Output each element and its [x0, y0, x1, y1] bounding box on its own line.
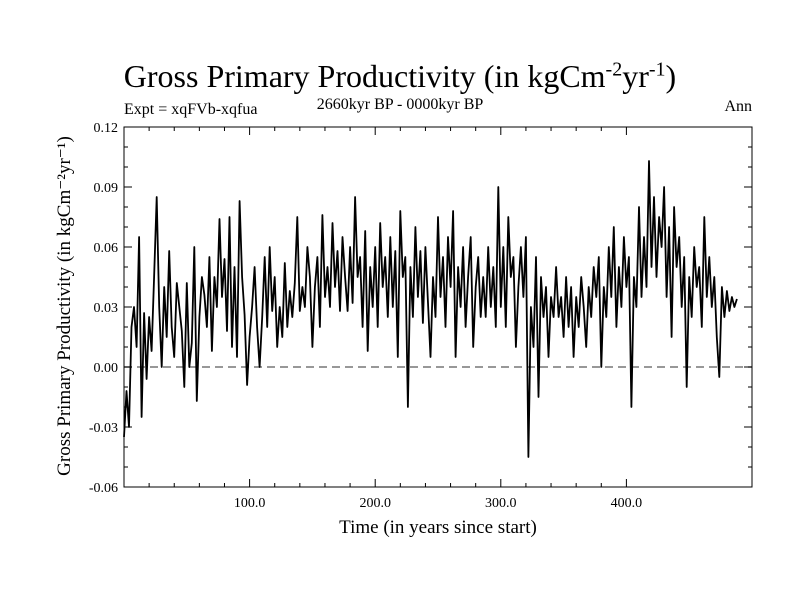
series-line: [123, 160, 738, 458]
chart-title: Gross Primary Productivity (in kgCm-2yr-…: [123, 58, 677, 94]
x-axis: 100.0 200.0 300.0 400.0: [148, 127, 643, 511]
y-tick-label: 0.03: [94, 301, 119, 316]
y-tick-label: -0.03: [89, 421, 118, 436]
chart-subtitle: 2660kyr BP - 0000kyr BP: [316, 96, 484, 113]
x-axis-label: Time (in years since start): [339, 517, 537, 538]
season-label: Ann: [724, 98, 752, 115]
y-tick-label: -0.06: [89, 481, 118, 496]
data-series: [123, 160, 738, 458]
y-axis: -0.06 -0.03 0.00 0.03 0.06 0.09 0.12: [89, 121, 752, 496]
y-tick-label: 0.00: [94, 361, 119, 376]
x-tick-label: 400.0: [611, 496, 643, 511]
plot-frame: [123, 126, 753, 488]
y-tick-label: 0.06: [94, 241, 119, 256]
y-tick-label: 0.12: [94, 121, 119, 136]
y-axis-label: Gross Primary Productivity (in kgCm⁻²yr⁻…: [54, 136, 75, 476]
y-tick-label: 0.09: [94, 181, 119, 196]
x-tick-label: 100.0: [234, 496, 266, 511]
x-tick-label: 300.0: [485, 496, 517, 511]
x-tick-label: 200.0: [359, 496, 391, 511]
experiment-label: Expt = xqFVb-xqfua: [124, 101, 258, 118]
